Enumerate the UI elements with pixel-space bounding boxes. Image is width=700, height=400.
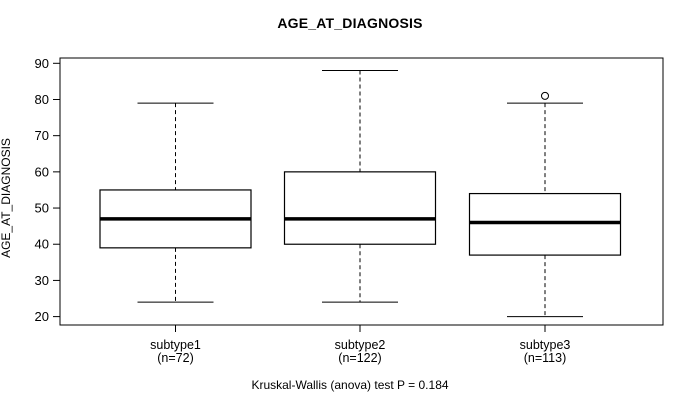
y-tick-label: 60 [35,164,49,179]
y-tick-label: 80 [35,92,49,107]
x-axis-label-subtype3: subtype3 [520,338,571,352]
y-tick-label: 30 [35,273,49,288]
chart-title: AGE_AT_DIAGNOSIS [277,15,423,31]
x-axis-label-subtype1: subtype1 [150,338,201,352]
x-axis-sublabel-subtype2: (n=122) [338,351,381,365]
plot-frame [59,57,664,326]
x-axis-label-subtype2: subtype2 [335,338,386,352]
outlier-point-subtype3 [541,91,549,100]
stat-test-caption: Kruskal-Wallis (anova) test P = 0.184 [251,378,449,392]
y-tick-label: 50 [35,201,49,216]
y-tick-label: 90 [35,56,49,71]
x-axis-sublabel-subtype1: (n=72) [157,351,193,365]
iqr-box-subtype3 [468,192,622,256]
y-tick-label: 20 [35,309,49,324]
iqr-box-subtype2 [283,171,437,245]
y-tick-label: 40 [35,237,49,252]
y-tick-label: 70 [35,128,49,143]
x-axis-sublabel-subtype3: (n=113) [524,351,567,365]
